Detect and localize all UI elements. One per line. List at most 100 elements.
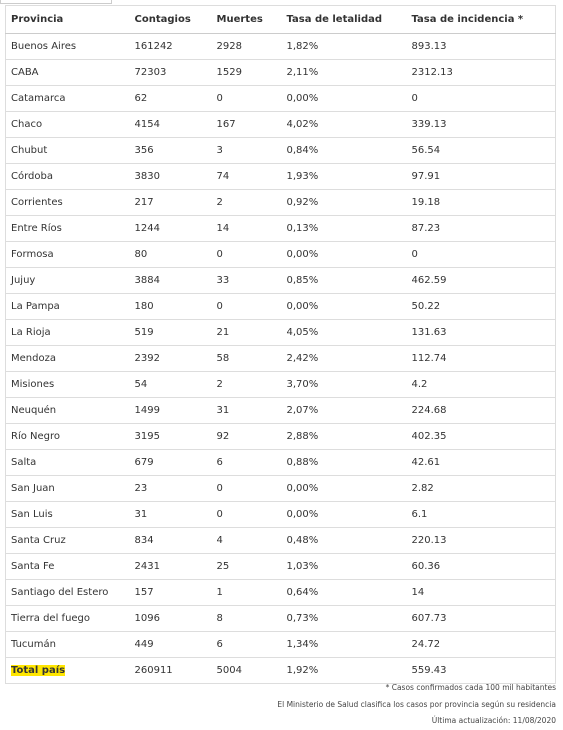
- table-cell: 679: [129, 449, 212, 476]
- table-cell: 1096: [129, 605, 212, 632]
- table-cell: 50.22: [406, 293, 556, 320]
- table-cell: 1,82%: [281, 33, 407, 60]
- table-cell: 14: [406, 579, 556, 606]
- table-cell: Catamarca: [5, 85, 130, 112]
- table-cell: 21: [211, 319, 282, 346]
- table-cell: 54: [129, 371, 212, 398]
- table-cell: 60.36: [406, 553, 556, 580]
- table-row: Tucumán 449 6 1,34% 24.72: [5, 631, 556, 658]
- table-cell: 6.1: [406, 501, 556, 528]
- table-cell: 0,73%: [281, 605, 407, 632]
- table-cell: 224.68: [406, 397, 556, 424]
- table-cell: Buenos Aires: [5, 33, 130, 60]
- table-row: Córdoba 3830 74 1,93% 97.91: [5, 163, 556, 190]
- table-row: San Luis 31 0 0,00% 6.1: [5, 501, 556, 528]
- table-cell: 2: [211, 189, 282, 216]
- table-cell: 220.13: [406, 527, 556, 554]
- table-cell: Mendoza: [5, 345, 130, 372]
- table-cell: 356: [129, 137, 212, 164]
- table-cell: 1529: [211, 59, 282, 86]
- table-cell: 23: [129, 475, 212, 502]
- data-table: Provincia Contagios Muertes Tasa de letalid…: [5, 5, 556, 684]
- table-cell: 24.72: [406, 631, 556, 658]
- table-cell: 3884: [129, 267, 212, 294]
- table-cell: 19.18: [406, 189, 556, 216]
- table-cell: 4,02%: [281, 111, 407, 138]
- table-cell: 0,88%: [281, 449, 407, 476]
- table-row: Neuquén 1499 31 2,07% 224.68: [5, 397, 556, 424]
- table-row: CABA 72303 1529 2,11% 2312.13: [5, 59, 556, 86]
- table-row: Mendoza 2392 58 2,42% 112.74: [5, 345, 556, 372]
- table-cell: 893.13: [406, 33, 556, 60]
- table-cell: 0: [406, 241, 556, 268]
- table-cell: 449: [129, 631, 212, 658]
- table-cell: 0: [211, 85, 282, 112]
- table-cell: 31: [129, 501, 212, 528]
- table-cell: 1,03%: [281, 553, 407, 580]
- table-cell: 167: [211, 111, 282, 138]
- table-cell: Tierra del fuego: [5, 605, 130, 632]
- table-row: Santa Fe 2431 25 1,03% 60.36: [5, 553, 556, 580]
- table-cell: 0: [211, 241, 282, 268]
- table-cell: 92: [211, 423, 282, 450]
- header-cell: Tasa de incidencia *: [406, 5, 556, 34]
- header-cell: Muertes: [211, 5, 282, 34]
- table-cell: 180: [129, 293, 212, 320]
- table-cell: San Juan: [5, 475, 130, 502]
- table-body: Buenos Aires 161242 2928 1,82% 893.13 CABA 723…: [5, 33, 556, 684]
- table-cell: 217: [129, 189, 212, 216]
- table-cell: 42.61: [406, 449, 556, 476]
- table-cell: 3,70%: [281, 371, 407, 398]
- table-cell: 25: [211, 553, 282, 580]
- header-cell: Contagios: [129, 5, 212, 34]
- table-cell: 97.91: [406, 163, 556, 190]
- table-cell: 1499: [129, 397, 212, 424]
- header-cell: Provincia: [5, 5, 130, 34]
- table-cell: 112.74: [406, 345, 556, 372]
- table-cell: 0,92%: [281, 189, 407, 216]
- table-cell: Chaco: [5, 111, 130, 138]
- total-label: Total país: [11, 665, 66, 676]
- table-cell: 339.13: [406, 111, 556, 138]
- table-cell: 31: [211, 397, 282, 424]
- table-cell: 1,93%: [281, 163, 407, 190]
- table-cell: 0: [211, 475, 282, 502]
- table-cell: 2.82: [406, 475, 556, 502]
- table-cell: 33: [211, 267, 282, 294]
- table-row: Salta 679 6 0,88% 42.61: [5, 449, 556, 476]
- total-row: Total país 260911 5004 1,92% 559.43: [5, 657, 556, 684]
- footnote: El Ministerio de Salud clasifica los cas…: [277, 700, 556, 709]
- table-cell: 6: [211, 631, 282, 658]
- table-cell: 2: [211, 371, 282, 398]
- table-row: Santiago del Estero 157 1 0,64% 14: [5, 579, 556, 606]
- top-box: [0, 0, 112, 4]
- table-cell: 0,00%: [281, 85, 407, 112]
- table-cell: 0,13%: [281, 215, 407, 242]
- table-cell: 2,07%: [281, 397, 407, 424]
- table-cell: Santiago del Estero: [5, 579, 130, 606]
- table-cell: 2392: [129, 345, 212, 372]
- table-cell: Río Negro: [5, 423, 130, 450]
- table-cell: Tucumán: [5, 631, 130, 658]
- footnote: * Casos confirmados cada 100 mil habitan…: [385, 683, 556, 692]
- table-cell: 519: [129, 319, 212, 346]
- total-cell: Total país: [5, 657, 130, 684]
- table-cell: San Luis: [5, 501, 130, 528]
- table-cell: Entre Ríos: [5, 215, 130, 242]
- table-cell: 3: [211, 137, 282, 164]
- table-cell: Neuquén: [5, 397, 130, 424]
- table-cell: 62: [129, 85, 212, 112]
- table-row: Entre Ríos 1244 14 0,13% 87.23: [5, 215, 556, 242]
- table-cell: Formosa: [5, 241, 130, 268]
- table-cell: 0,00%: [281, 293, 407, 320]
- table-cell: 58: [211, 345, 282, 372]
- total-cell: 5004: [211, 657, 282, 684]
- table-row: Jujuy 3884 33 0,85% 462.59: [5, 267, 556, 294]
- table-cell: 0,84%: [281, 137, 407, 164]
- table-row: Santa Cruz 834 4 0,48% 220.13: [5, 527, 556, 554]
- table-cell: 834: [129, 527, 212, 554]
- table-cell: Santa Fe: [5, 553, 130, 580]
- table-cell: 157: [129, 579, 212, 606]
- table-row: Catamarca 62 0 0,00% 0: [5, 85, 556, 112]
- table-cell: 0,64%: [281, 579, 407, 606]
